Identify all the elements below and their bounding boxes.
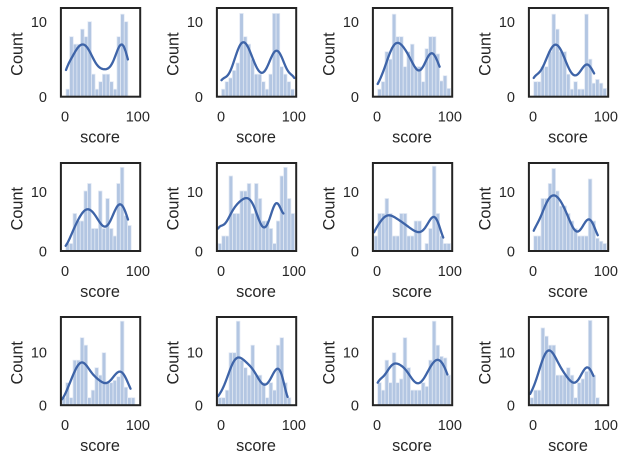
svg-text:score: score bbox=[548, 129, 588, 147]
svg-text:0: 0 bbox=[351, 90, 359, 106]
svg-text:100: 100 bbox=[126, 418, 150, 434]
svg-text:score: score bbox=[392, 283, 432, 301]
svg-text:Count: Count bbox=[477, 187, 495, 231]
svg-text:10: 10 bbox=[31, 15, 47, 31]
svg-text:Count: Count bbox=[477, 32, 495, 76]
svg-text:0: 0 bbox=[529, 418, 537, 434]
svg-text:0: 0 bbox=[529, 110, 537, 126]
svg-text:0: 0 bbox=[217, 110, 225, 126]
svg-text:0: 0 bbox=[507, 244, 515, 260]
svg-text:0: 0 bbox=[529, 264, 537, 280]
svg-text:Count: Count bbox=[165, 187, 183, 231]
svg-text:100: 100 bbox=[594, 264, 618, 280]
svg-text:10: 10 bbox=[187, 346, 203, 362]
svg-text:0: 0 bbox=[507, 399, 515, 415]
svg-text:10: 10 bbox=[31, 346, 47, 362]
svg-text:100: 100 bbox=[438, 110, 462, 126]
svg-text:100: 100 bbox=[282, 418, 306, 434]
svg-text:0: 0 bbox=[61, 110, 69, 126]
svg-text:0: 0 bbox=[61, 264, 69, 280]
svg-text:100: 100 bbox=[594, 418, 618, 434]
svg-text:10: 10 bbox=[343, 185, 359, 201]
svg-text:100: 100 bbox=[438, 418, 462, 434]
svg-text:0: 0 bbox=[195, 399, 203, 415]
svg-text:score: score bbox=[80, 129, 120, 147]
svg-text:Count: Count bbox=[9, 32, 27, 76]
svg-text:Count: Count bbox=[165, 341, 183, 385]
svg-text:0: 0 bbox=[195, 244, 203, 260]
svg-text:0: 0 bbox=[373, 418, 381, 434]
svg-text:0: 0 bbox=[351, 244, 359, 260]
svg-text:Count: Count bbox=[321, 187, 339, 231]
svg-text:0: 0 bbox=[373, 110, 381, 126]
svg-text:0: 0 bbox=[39, 244, 47, 260]
svg-text:score: score bbox=[548, 437, 588, 455]
svg-text:0: 0 bbox=[351, 399, 359, 415]
svg-text:100: 100 bbox=[126, 110, 150, 126]
svg-text:Count: Count bbox=[477, 341, 495, 385]
svg-text:score: score bbox=[392, 129, 432, 147]
svg-text:score: score bbox=[236, 437, 276, 455]
svg-text:0: 0 bbox=[39, 90, 47, 106]
svg-text:10: 10 bbox=[499, 346, 515, 362]
svg-text:10: 10 bbox=[343, 346, 359, 362]
svg-text:10: 10 bbox=[343, 15, 359, 31]
svg-text:10: 10 bbox=[499, 15, 515, 31]
svg-text:10: 10 bbox=[187, 185, 203, 201]
svg-text:score: score bbox=[236, 129, 276, 147]
svg-text:score: score bbox=[392, 437, 432, 455]
svg-text:score: score bbox=[80, 283, 120, 301]
svg-text:Count: Count bbox=[9, 187, 27, 231]
svg-text:10: 10 bbox=[187, 15, 203, 31]
svg-text:score: score bbox=[80, 437, 120, 455]
svg-text:Count: Count bbox=[9, 341, 27, 385]
svg-text:100: 100 bbox=[438, 264, 462, 280]
svg-text:0: 0 bbox=[195, 90, 203, 106]
svg-text:0: 0 bbox=[217, 418, 225, 434]
svg-text:0: 0 bbox=[39, 399, 47, 415]
svg-text:0: 0 bbox=[373, 264, 381, 280]
svg-text:10: 10 bbox=[31, 185, 47, 201]
svg-text:0: 0 bbox=[61, 418, 69, 434]
svg-text:0: 0 bbox=[217, 264, 225, 280]
svg-text:0: 0 bbox=[507, 90, 515, 106]
svg-text:score: score bbox=[236, 283, 276, 301]
svg-text:Count: Count bbox=[321, 32, 339, 76]
svg-text:10: 10 bbox=[499, 185, 515, 201]
svg-text:Count: Count bbox=[165, 32, 183, 76]
svg-text:100: 100 bbox=[594, 110, 618, 126]
svg-text:100: 100 bbox=[282, 110, 306, 126]
svg-text:100: 100 bbox=[282, 264, 306, 280]
svg-text:score: score bbox=[548, 283, 588, 301]
svg-text:100: 100 bbox=[126, 264, 150, 280]
svg-text:Count: Count bbox=[321, 341, 339, 385]
